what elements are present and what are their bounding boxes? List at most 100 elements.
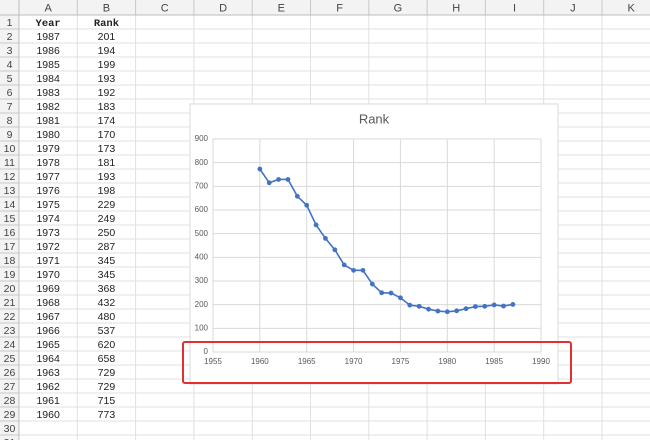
- cell[interactable]: 1983: [36, 87, 60, 99]
- column-header[interactable]: I: [513, 2, 516, 14]
- cell[interactable]: 250: [98, 227, 116, 239]
- cell[interactable]: 1965: [36, 339, 60, 351]
- cell[interactable]: 1979: [36, 143, 60, 155]
- row-header[interactable]: 9: [7, 129, 13, 141]
- cell[interactable]: 773: [98, 409, 116, 421]
- cell[interactable]: 658: [98, 353, 116, 365]
- row-header[interactable]: 22: [4, 311, 16, 323]
- row-header[interactable]: 6: [7, 87, 13, 99]
- cell[interactable]: 181: [98, 157, 116, 169]
- cell[interactable]: 729: [98, 367, 116, 379]
- column-header[interactable]: B: [103, 2, 110, 14]
- cell[interactable]: 1986: [36, 45, 60, 57]
- cell[interactable]: 1971: [36, 255, 60, 267]
- cell[interactable]: 1961: [36, 395, 60, 407]
- row-header[interactable]: 13: [4, 185, 16, 197]
- cell[interactable]: 1975: [36, 199, 60, 211]
- cell[interactable]: 1981: [36, 115, 60, 127]
- cell[interactable]: 729: [98, 381, 116, 393]
- column-header[interactable]: H: [452, 2, 460, 14]
- cell[interactable]: 1966: [36, 325, 60, 337]
- cell[interactable]: 1973: [36, 227, 60, 239]
- row-header[interactable]: 11: [4, 157, 15, 169]
- column-header[interactable]: G: [394, 2, 403, 14]
- cell[interactable]: 174: [98, 115, 116, 127]
- row-header[interactable]: 21: [4, 297, 16, 309]
- cell[interactable]: 1985: [36, 59, 60, 71]
- cell[interactable]: 432: [98, 297, 116, 309]
- cell[interactable]: 198: [98, 185, 116, 197]
- cell[interactable]: 1978: [36, 157, 60, 169]
- row-header[interactable]: 18: [4, 255, 16, 267]
- cell[interactable]: 1982: [36, 101, 60, 113]
- cell[interactable]: 1968: [36, 297, 60, 309]
- header-cell[interactable]: Year: [36, 18, 61, 30]
- row-header[interactable]: 25: [4, 353, 16, 365]
- column-header[interactable]: E: [278, 2, 285, 14]
- row-header[interactable]: 3: [7, 45, 13, 57]
- cell[interactable]: 201: [98, 31, 116, 43]
- cell[interactable]: 1960: [36, 409, 60, 421]
- cell[interactable]: 249: [98, 213, 116, 225]
- row-header[interactable]: 17: [4, 241, 16, 253]
- header-cell[interactable]: Rank: [94, 18, 119, 30]
- cell[interactable]: 620: [98, 339, 116, 351]
- row-header[interactable]: 29: [4, 409, 16, 421]
- cell[interactable]: 1972: [36, 241, 60, 253]
- row-header[interactable]: 16: [4, 227, 16, 239]
- cell[interactable]: 1987: [36, 31, 60, 43]
- row-header[interactable]: 5: [7, 73, 13, 85]
- cell[interactable]: 1969: [36, 283, 60, 295]
- column-header[interactable]: D: [219, 2, 227, 14]
- row-header[interactable]: 14: [4, 199, 16, 211]
- cell[interactable]: 1967: [36, 311, 60, 323]
- cell[interactable]: 1980: [36, 129, 60, 141]
- cell[interactable]: 537: [98, 325, 116, 337]
- row-header[interactable]: 15: [4, 213, 16, 225]
- cell[interactable]: 173: [98, 143, 116, 155]
- cell[interactable]: 368: [98, 283, 116, 295]
- row-header[interactable]: 8: [7, 115, 13, 127]
- row-header[interactable]: 24: [4, 339, 16, 351]
- cell[interactable]: 1970: [36, 269, 60, 281]
- row-header[interactable]: 2: [7, 31, 13, 43]
- row-header[interactable]: 4: [7, 59, 13, 71]
- cell[interactable]: 199: [98, 59, 116, 71]
- cell[interactable]: 1977: [36, 171, 60, 183]
- cell[interactable]: 1984: [36, 73, 60, 85]
- row-header[interactable]: 19: [4, 269, 16, 281]
- column-header[interactable]: J: [570, 2, 576, 14]
- cell[interactable]: 480: [98, 311, 116, 323]
- row-header[interactable]: 23: [4, 325, 16, 337]
- row-header[interactable]: 30: [4, 423, 16, 435]
- row-header[interactable]: 10: [4, 143, 16, 155]
- row-header[interactable]: 31: [4, 437, 16, 440]
- cell[interactable]: 194: [98, 45, 116, 57]
- row-header[interactable]: 1: [7, 17, 13, 29]
- cell[interactable]: 229: [98, 199, 116, 211]
- chart-area[interactable]: [189, 103, 559, 385]
- cell[interactable]: 287: [98, 241, 116, 253]
- row-header[interactable]: 7: [7, 101, 13, 113]
- cell[interactable]: 1962: [36, 381, 60, 393]
- column-header[interactable]: F: [336, 2, 343, 14]
- cell[interactable]: 345: [98, 269, 116, 281]
- cell[interactable]: 1964: [36, 353, 60, 365]
- cell[interactable]: 170: [98, 129, 116, 141]
- cell[interactable]: 183: [98, 101, 116, 113]
- cell[interactable]: 192: [98, 87, 116, 99]
- cell[interactable]: 193: [98, 73, 116, 85]
- row-header[interactable]: 26: [4, 367, 16, 379]
- row-header[interactable]: 20: [4, 283, 16, 295]
- cell[interactable]: 1963: [36, 367, 60, 379]
- column-header[interactable]: C: [161, 2, 169, 14]
- cell[interactable]: 1974: [36, 213, 60, 225]
- column-header[interactable]: K: [627, 2, 635, 14]
- cell[interactable]: 345: [98, 255, 116, 267]
- row-header[interactable]: 28: [4, 395, 16, 407]
- column-header[interactable]: A: [44, 2, 52, 14]
- cell[interactable]: 1976: [36, 185, 60, 197]
- cell[interactable]: 715: [98, 395, 116, 407]
- cell[interactable]: 193: [98, 171, 116, 183]
- row-header[interactable]: 27: [4, 381, 16, 393]
